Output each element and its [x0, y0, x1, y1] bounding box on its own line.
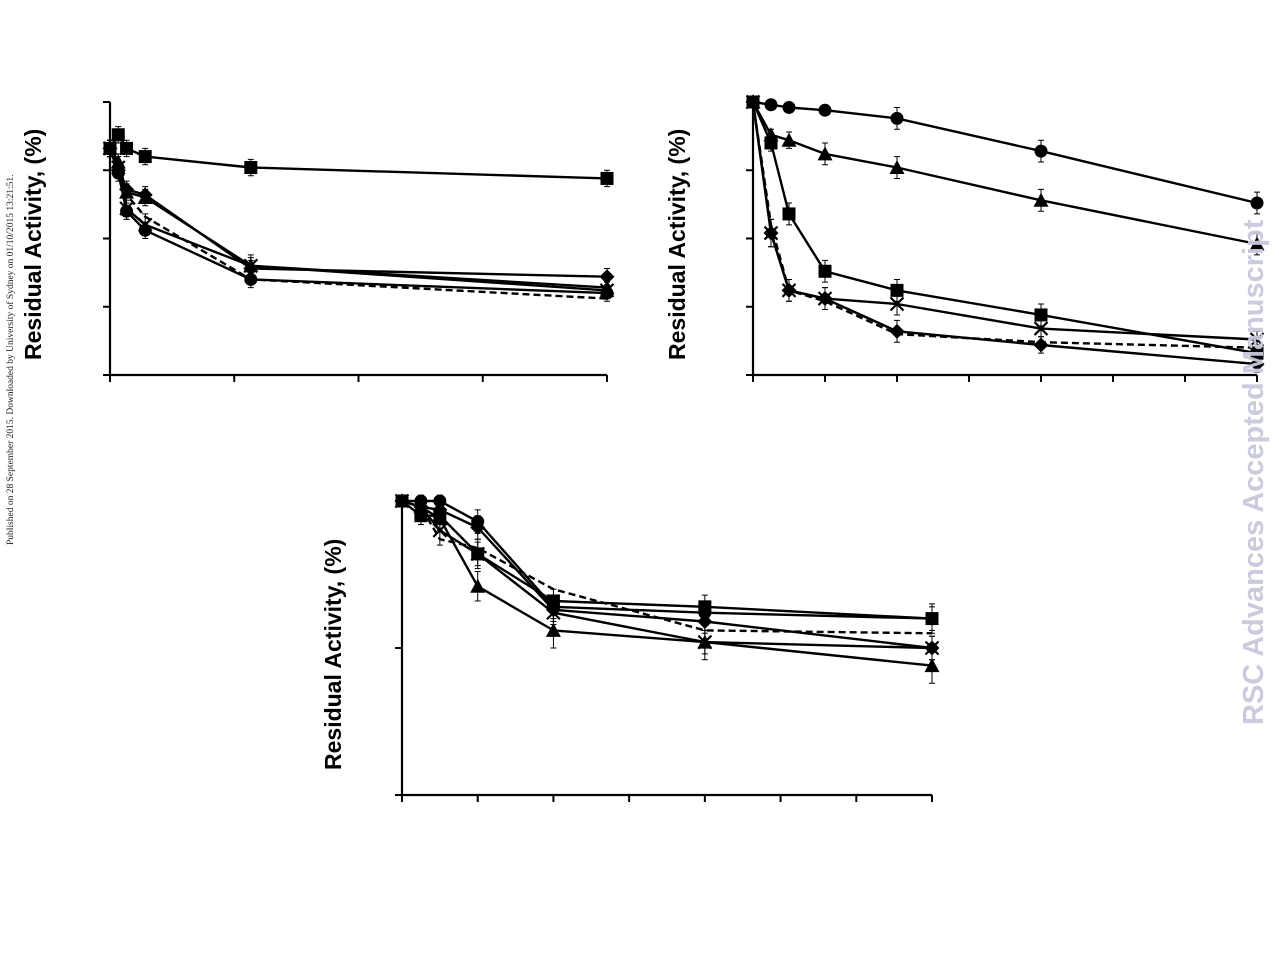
chart-b-x-marker [889, 296, 905, 312]
chart-c-diamond-marker [697, 614, 713, 630]
chart-a-diamond-marker [599, 269, 615, 285]
publication-side-note: Published on 28 September 2015. Download… [6, 174, 16, 545]
chart-a-square-marker [111, 128, 125, 142]
chart-c-square-marker [925, 612, 939, 626]
chart-b-square-marker [1034, 308, 1048, 322]
accepted-manuscript-watermark: RSC Advances Accepted Manuscript [1238, 219, 1270, 726]
chart-c [394, 493, 940, 802]
chart-c-triangle-marker [924, 658, 940, 673]
chart-b [745, 94, 1265, 382]
chart-b-diamond-marker [1249, 356, 1265, 372]
chart-a-square-marker [138, 150, 152, 164]
chart-a-square-marker [120, 141, 134, 155]
chart-a-circle-marker [120, 204, 134, 218]
chart-c-diamond-marker [470, 519, 486, 535]
chart-a [102, 101, 615, 382]
chart-b-y-axis-label: Residual Activity, (%) [664, 128, 690, 360]
chart-b-triangle-marker [1033, 192, 1049, 207]
chart-a-series-triangle-line [108, 147, 608, 289]
chart-c-triangle-marker [432, 511, 448, 526]
chart-c-triangle-marker [545, 622, 561, 637]
chart-a-square-marker [600, 171, 614, 185]
chart-a-x-marker [243, 258, 259, 274]
chart-b-circle-marker [818, 103, 832, 117]
chart-a-circle-marker [600, 286, 614, 300]
chart-b-series-diamond-line [751, 101, 1258, 366]
chart-a-triangle-marker [137, 190, 153, 205]
chart-b-triangle-marker [781, 132, 797, 147]
chart-b-circle-marker [764, 98, 778, 112]
chart-b-square-marker [782, 207, 796, 221]
chart-b-series-circle-line [752, 100, 1258, 205]
chart-b-triangle-marker [889, 160, 905, 175]
chart-b-circle-marker [782, 100, 796, 114]
chart-a-series-diamond-line [108, 147, 608, 278]
chart-b-x-marker [1249, 332, 1265, 347]
chart-a-series-dashed-line [108, 147, 608, 300]
chart-c-y-axis-label: Residual Activity, (%) [320, 538, 346, 770]
chart-b-diamond-marker [1033, 337, 1049, 353]
chart-b-square-marker [890, 283, 904, 297]
chart-b-square-marker [818, 264, 832, 278]
chart-b-circle-marker [1034, 144, 1048, 158]
chart-b-series-dashed-line [751, 101, 1258, 349]
chart-c-triangle-marker [394, 493, 410, 508]
chart-b-square-marker [1250, 346, 1264, 360]
chart-a-square-marker [244, 161, 258, 175]
chart-b-series-triangle-line [751, 101, 1258, 246]
chart-a-circle-marker [138, 223, 152, 237]
chart-a-series-square-line [108, 133, 608, 180]
chart-b-circle-marker [890, 111, 904, 125]
chart-c-square-marker [698, 600, 712, 614]
chart-b-triangle-marker [817, 146, 833, 161]
chart-b-triangle-marker [1249, 236, 1265, 251]
chart-c-triangle-marker [413, 499, 429, 514]
chart-b-circle-marker [1250, 196, 1264, 210]
chart-c-triangle-marker [697, 634, 713, 649]
chart-b-x-marker [1033, 321, 1049, 336]
chart-c-triangle-marker [470, 578, 486, 593]
chart-a-y-axis-label: Residual Activity, (%) [20, 128, 46, 360]
chart-b-square-marker [764, 136, 778, 150]
chart-a-circle-marker [111, 166, 125, 180]
